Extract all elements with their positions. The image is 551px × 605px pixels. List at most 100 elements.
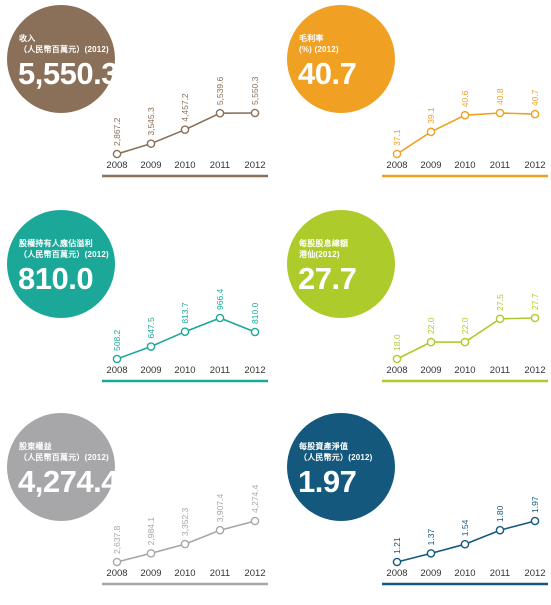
kpi-value: 4,274.4 <box>18 464 118 499</box>
data-label: 4,457.2 <box>180 93 190 122</box>
x-tick-label: 2011 <box>210 365 230 376</box>
kpi-title: 股東權益 （人民幣百萬元）(2012) <box>19 442 109 462</box>
x-tick-label: 2008 <box>386 365 407 376</box>
kpi-value: 27.7 <box>298 261 357 296</box>
data-label: 27.5 <box>495 294 505 311</box>
kpi-title: 每股資產淨值 （人民幣元）(2012) <box>299 442 373 462</box>
kpi-value: 5,550.3 <box>18 56 118 91</box>
data-label: 4,274.4 <box>250 484 260 513</box>
data-point <box>146 139 156 148</box>
x-tick-label: 2011 <box>490 365 510 376</box>
data-point <box>180 327 190 336</box>
data-label: 5,550.3 <box>250 76 260 105</box>
kpi-circle: 每股資產淨值 （人民幣元）(2012) 1.97 <box>287 413 395 521</box>
data-point <box>392 557 402 567</box>
data-point <box>426 127 436 137</box>
data-point <box>146 342 156 351</box>
data-point <box>180 539 190 549</box>
x-tick-label: 2009 <box>140 568 161 579</box>
kpi-value: 810.0 <box>18 261 94 296</box>
data-label: 39.1 <box>426 107 436 124</box>
x-tick-label: 2010 <box>174 160 195 171</box>
data-label: 3,545.3 <box>146 107 156 136</box>
x-tick-label: 2010 <box>174 365 195 376</box>
data-point <box>530 313 540 323</box>
data-label: 2,867.2 <box>112 117 122 146</box>
data-label: 1.21 <box>392 537 402 554</box>
line-chart: 1.21 2008 1.37 2009 1.54 2010 1.80 2011 1.97 2012 <box>382 496 548 586</box>
x-tick-label: 2010 <box>454 568 475 579</box>
x-tick-label: 2009 <box>420 568 441 579</box>
data-label: 1.97 <box>530 496 540 513</box>
kpi-value: 1.97 <box>298 464 357 499</box>
data-label: 22.0 <box>426 317 436 334</box>
data-point <box>460 337 470 347</box>
data-point <box>180 125 190 135</box>
panel-revenue: 收入 （人民幣百萬元）(2012) 5,550.3 2,867.2 2008 3,5… <box>0 0 270 185</box>
data-point <box>250 108 260 118</box>
data-point <box>460 539 470 549</box>
data-label: 27.7 <box>530 293 540 310</box>
x-tick-label: 2009 <box>420 365 441 376</box>
data-label: 18.0 <box>392 334 402 351</box>
x-tick-label: 2012 <box>524 568 545 579</box>
kpi-circle: 毛利率 (%) (2012) 40.7 <box>287 5 395 113</box>
kpi-title: 毛利率 (%) (2012) <box>299 34 339 54</box>
data-label: 810.0 <box>250 302 260 324</box>
data-point <box>392 354 402 364</box>
x-tick-label: 2010 <box>454 365 475 376</box>
data-label: 1.37 <box>426 529 436 546</box>
data-point <box>426 549 436 558</box>
panel-equity: 股東權益 （人民幣百萬元）(2012) 4,274.4 2,637.8 2008 2… <box>0 408 270 593</box>
kpi-circle: 股東權益 （人民幣百萬元）(2012) 4,274.4 <box>7 413 118 521</box>
x-tick-label: 2011 <box>490 160 510 171</box>
x-tick-label: 2011 <box>490 568 510 579</box>
x-tick-label: 2011 <box>210 160 230 171</box>
data-point <box>495 108 505 118</box>
data-point <box>495 525 505 535</box>
x-tick-label: 2008 <box>106 160 127 171</box>
x-tick-label: 2010 <box>454 160 475 171</box>
x-tick-label: 2012 <box>244 568 265 579</box>
x-tick-label: 2010 <box>174 568 195 579</box>
data-point <box>392 149 402 159</box>
data-point <box>146 549 156 558</box>
data-point <box>250 327 260 337</box>
x-tick-label: 2008 <box>386 568 407 579</box>
data-label: 966.4 <box>215 288 225 310</box>
data-point <box>112 354 122 364</box>
panel-dividend: 每股股息總額 港仙(2012) 27.7 18.0 2008 22.0 2009 22.… <box>280 205 550 390</box>
x-tick-label: 2012 <box>524 365 545 376</box>
kpi-title: 股權持有人應佔溢利 （人民幣百萬元）(2012) <box>19 239 109 259</box>
x-tick-label: 2012 <box>524 160 545 171</box>
data-point <box>215 313 225 323</box>
x-tick-label: 2009 <box>140 365 161 376</box>
data-label: 3,907.4 <box>215 494 225 523</box>
data-label: 1.80 <box>495 505 505 522</box>
line-chart: 2,867.2 2008 3,545.3 2009 4,457.2 2010 5,539.6… <box>102 76 268 178</box>
kpi-circle: 收入 （人民幣百萬元）(2012) 5,550.3 <box>7 5 118 113</box>
data-label: 5,539.6 <box>215 77 225 106</box>
data-label: 1.54 <box>460 519 470 536</box>
data-point <box>426 337 436 347</box>
data-point <box>112 149 122 159</box>
data-point <box>495 314 505 324</box>
data-label: 2,637.8 <box>112 525 122 554</box>
x-tick-label: 2009 <box>140 160 161 171</box>
data-label: 40.7 <box>530 89 540 106</box>
kpi-title: 收入 （人民幣百萬元）(2012) <box>19 34 109 54</box>
data-label: 40.6 <box>460 90 470 107</box>
kpi-circle: 每股股息總額 港仙(2012) 27.7 <box>287 210 395 318</box>
x-tick-label: 2008 <box>106 568 127 579</box>
line-chart: 508.2 2008 647.5 2009 813.7 2010 966.4 2011 810.… <box>102 288 268 383</box>
panel-profit: 股權持有人應佔溢利 （人民幣百萬元）(2012) 810.0 508.2 2008… <box>0 205 270 390</box>
data-label: 813.7 <box>180 302 190 324</box>
data-label: 37.1 <box>392 129 402 146</box>
data-label: 40.8 <box>495 88 505 105</box>
x-tick-label: 2011 <box>210 568 230 579</box>
data-label: 22.0 <box>460 317 470 334</box>
data-label: 2,984.1 <box>146 517 156 546</box>
data-point <box>215 525 225 535</box>
panel-gross-margin: 毛利率 (%) (2012) 40.7 37.1 2008 39.1 2009 40.6… <box>280 0 550 185</box>
data-point <box>215 108 225 118</box>
